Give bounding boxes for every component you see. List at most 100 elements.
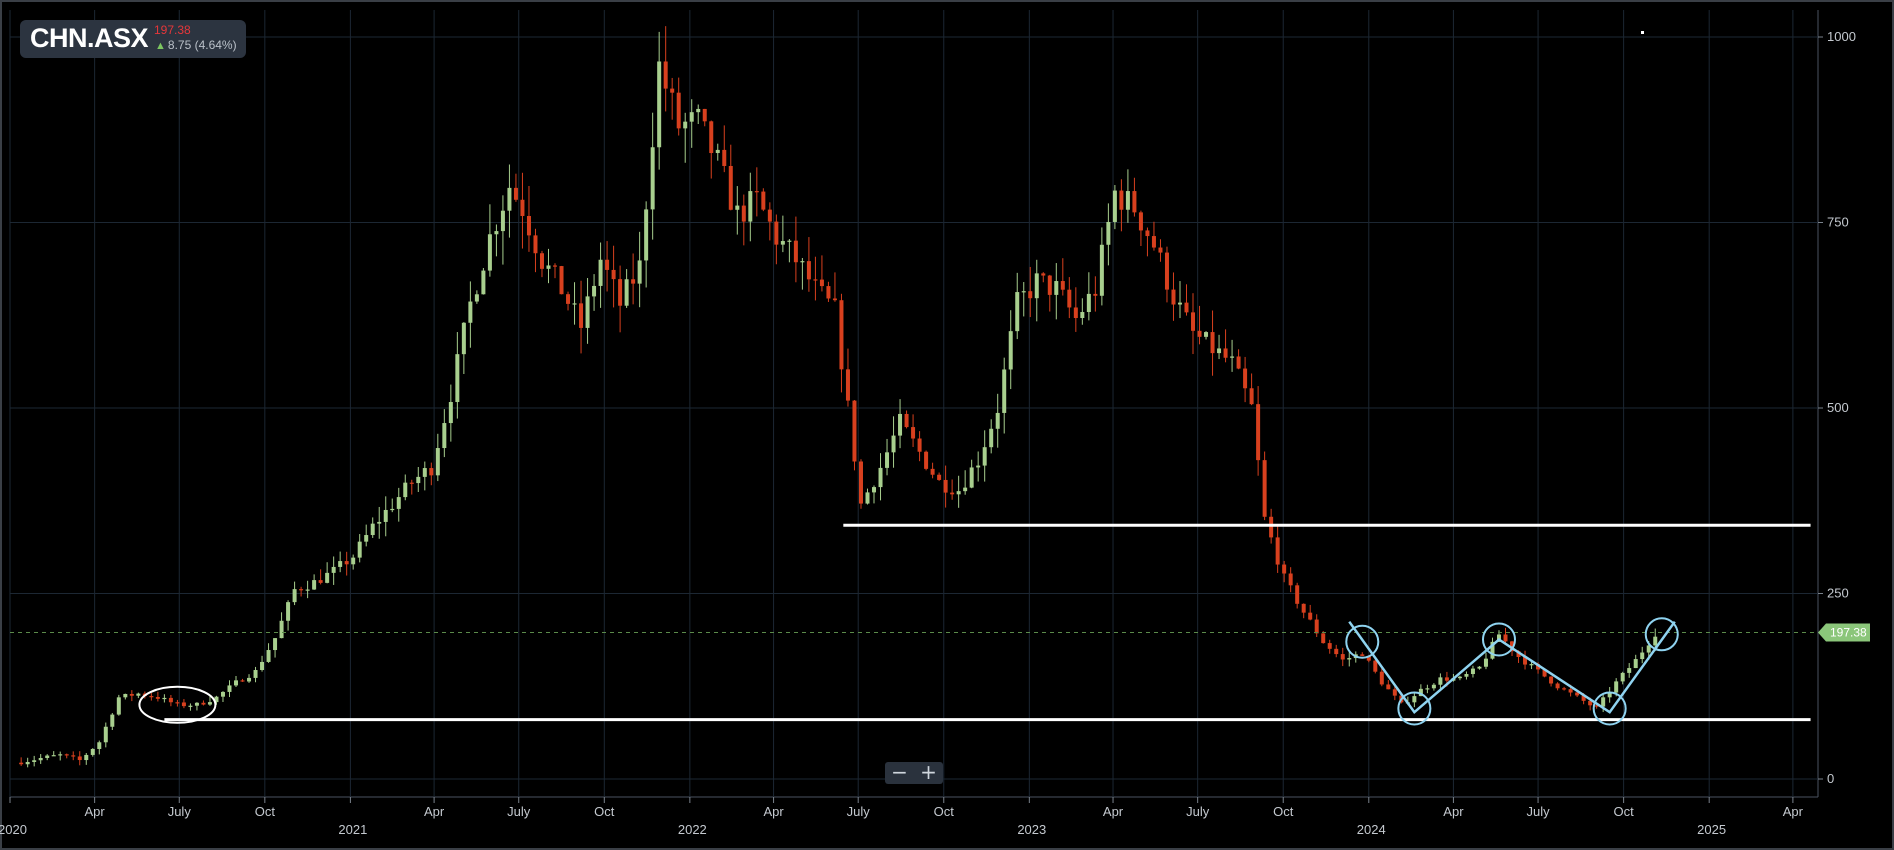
zoom-controls: − + (885, 762, 943, 784)
candle-body (1594, 705, 1599, 707)
candle-body (728, 165, 733, 210)
zoom-out-button[interactable]: − (891, 760, 908, 784)
candle-body (917, 438, 922, 452)
candle-body (481, 270, 486, 295)
zoom-in-button[interactable]: + (920, 760, 937, 784)
candle-body (162, 697, 167, 700)
candle-body (240, 680, 245, 682)
x-month-label: Oct (255, 804, 276, 819)
candle-body (1503, 634, 1508, 642)
candle-body (1523, 656, 1528, 665)
y-tick-label: 250 (1827, 586, 1849, 601)
annotation-circle (1644, 617, 1679, 652)
candle-body (1555, 683, 1560, 689)
candle-body (650, 147, 655, 210)
candle-body (51, 755, 56, 757)
candle-body (1614, 681, 1619, 693)
candle-body (487, 234, 492, 271)
candle-body (592, 285, 597, 297)
candle-body (1093, 293, 1098, 296)
candle-body (1562, 688, 1567, 690)
candle-body (390, 508, 395, 511)
candle-body (377, 521, 382, 524)
ticker-change-row: ▲ 8.75 (4.64%) (155, 38, 237, 52)
candle-body (136, 693, 141, 696)
x-month-label: Oct (594, 804, 615, 819)
candle-body (331, 566, 336, 573)
candle-body (885, 452, 890, 468)
candle-body (1510, 641, 1515, 652)
candle-body (1334, 648, 1339, 655)
candle-body (526, 215, 531, 236)
candle-body (598, 259, 603, 286)
candle-body (924, 451, 929, 469)
x-month-label: July (507, 804, 531, 819)
candle-body (891, 435, 896, 453)
candle-body (1034, 273, 1039, 299)
candle-body (1607, 692, 1612, 698)
candle-body (90, 748, 95, 755)
candle-body (943, 479, 948, 493)
candle-body (1119, 190, 1124, 210)
candle-body (709, 121, 714, 154)
candle-body (1080, 312, 1085, 319)
ticker-change: 8.75 (4.64%) (167, 38, 237, 52)
candle-body (911, 427, 916, 439)
candle-body (839, 300, 844, 370)
last-price-label: 197.38 (1830, 626, 1867, 640)
candle-body (1477, 666, 1482, 669)
candle-body (754, 191, 759, 193)
candle-body (1125, 191, 1130, 210)
candle-body (559, 266, 564, 295)
candle-body (969, 467, 974, 488)
candle-body (1112, 190, 1117, 222)
candle-body (19, 762, 24, 765)
annotation-circle (1345, 624, 1380, 659)
candle-body (422, 468, 427, 477)
candle-body (253, 670, 258, 678)
candle-body (637, 260, 642, 284)
candle-body (1002, 369, 1007, 413)
candle-body (1262, 460, 1267, 517)
candle-body (194, 702, 199, 706)
candle-body (702, 108, 707, 122)
x-month-label: Apr (1783, 804, 1804, 819)
candle-body (1314, 619, 1319, 634)
candle-body (1633, 659, 1638, 669)
x-month-label: Apr (1443, 804, 1464, 819)
candle-body (364, 535, 369, 542)
candle-body (989, 428, 994, 448)
candle-body (956, 491, 961, 495)
candle-body (25, 761, 30, 765)
y-tick-label: 1000 (1827, 29, 1856, 44)
candle-body (513, 187, 518, 200)
candle-body (735, 205, 740, 210)
candle-body (774, 221, 779, 245)
candle-body (1288, 573, 1293, 586)
candle-body (416, 476, 421, 484)
candle-body (1197, 330, 1202, 337)
ticker-price: 197.38 (154, 23, 191, 37)
candle-body (1158, 247, 1163, 253)
candle-body (403, 482, 408, 498)
x-year-label: 2023 (1017, 822, 1046, 837)
candle-body (1028, 291, 1033, 299)
x-month-label: July (1526, 804, 1550, 819)
candle-body (950, 492, 955, 495)
candle-body (1067, 289, 1072, 308)
candle-body (1106, 221, 1111, 245)
candle-body (1490, 641, 1495, 659)
candle-body (676, 92, 681, 129)
candle-body (1379, 671, 1384, 685)
candle-body (566, 294, 571, 304)
candle-body (539, 253, 544, 269)
candle-body (1536, 664, 1541, 670)
candle-body (442, 423, 447, 449)
candle-body (930, 468, 935, 475)
ticker-symbol: CHN.ASX (30, 23, 149, 53)
candle-body (214, 696, 219, 703)
candle-body (1542, 669, 1547, 677)
candle-body (286, 602, 291, 621)
x-month-label: Oct (1273, 804, 1294, 819)
